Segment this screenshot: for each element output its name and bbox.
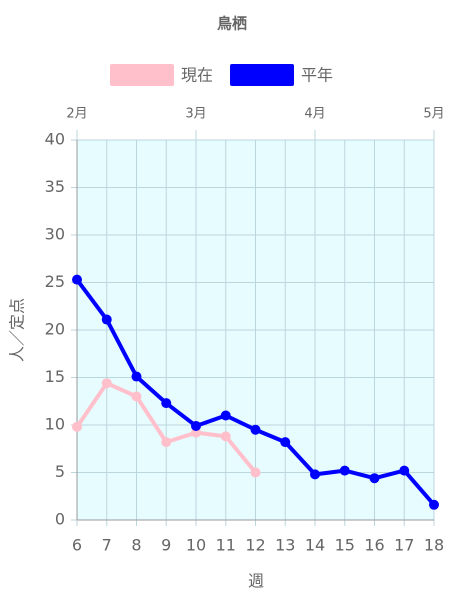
legend-label: 現在 — [181, 66, 213, 85]
x-axis-label: 週 — [248, 572, 264, 591]
x-tick-label: 9 — [161, 536, 171, 555]
x-tick-label: 6 — [72, 536, 82, 555]
x-tick-label: 16 — [364, 536, 384, 555]
y-tick-label: 10 — [45, 415, 65, 434]
data-point — [101, 378, 112, 389]
y-tick-label: 0 — [55, 510, 65, 529]
legend-label: 平年 — [301, 66, 333, 85]
x-tick-label: 12 — [245, 536, 265, 555]
x-tick-label: 14 — [305, 536, 325, 555]
x-tick-label: 7 — [102, 536, 112, 555]
data-point — [280, 437, 291, 448]
y-tick-label: 35 — [45, 177, 65, 196]
x-tick-label: 11 — [216, 536, 236, 555]
data-point — [429, 499, 439, 510]
data-point — [72, 421, 82, 432]
y-tick-label: 20 — [45, 320, 65, 339]
data-point — [191, 420, 201, 431]
top-tick-label: 5月 — [423, 107, 444, 122]
data-point — [161, 398, 172, 409]
data-point — [369, 473, 380, 484]
y-tick-label: 15 — [45, 367, 65, 386]
data-point — [131, 371, 142, 382]
data-point — [161, 437, 172, 448]
data-point — [399, 465, 410, 476]
data-point — [101, 314, 112, 325]
x-tick-label: 17 — [394, 536, 414, 555]
x-tick-label: 8 — [131, 536, 141, 555]
chart-title: 鳥栖 — [217, 15, 247, 33]
data-point — [72, 274, 82, 285]
y-tick-label: 5 — [55, 462, 65, 481]
x-tick-label: 15 — [335, 536, 355, 555]
data-point — [250, 467, 261, 478]
y-tick-label: 25 — [45, 272, 65, 291]
x-tick-label: 18 — [424, 536, 444, 555]
data-point — [339, 465, 350, 476]
data-point — [250, 424, 261, 435]
data-point — [131, 391, 142, 402]
x-tick-label: 10 — [186, 536, 206, 555]
y-tick-label: 40 — [45, 130, 65, 149]
top-tick-label: 4月 — [304, 107, 325, 122]
top-tick-label: 3月 — [185, 107, 206, 122]
data-point — [310, 469, 320, 480]
x-tick-label: 13 — [275, 536, 295, 555]
y-axis-label: 人／定点 — [8, 298, 27, 362]
data-point — [220, 431, 231, 442]
legend-swatch — [110, 64, 174, 86]
y-tick-label: 30 — [45, 225, 65, 244]
data-point — [220, 410, 231, 421]
top-tick-label: 2月 — [66, 107, 87, 122]
legend-swatch — [230, 64, 294, 86]
